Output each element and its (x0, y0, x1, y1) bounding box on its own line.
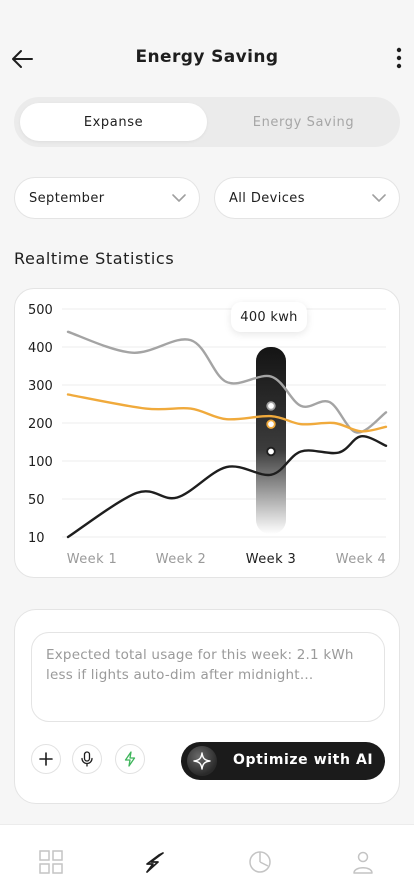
y-tick-label: 100 (28, 455, 53, 470)
y-tick-label: 50 (28, 493, 45, 508)
tab-energy-saving[interactable]: Energy Saving (252, 114, 355, 130)
x-tick-label: Week 2 (156, 552, 206, 567)
user-icon[interactable] (350, 849, 376, 875)
segment-control: Expanse Energy Saving (14, 97, 400, 147)
ai-suggestion-input[interactable]: Expected total usage for this week: 2.1 … (31, 632, 385, 722)
month-dropdown-value: September (29, 190, 105, 206)
line-chart: 10 50 100 200 300 400 500 Week 1 Week 2 Week 3 We… (28, 303, 388, 567)
y-tick-label: 500 (28, 303, 53, 318)
microphone-button[interactable] (72, 744, 102, 774)
series-marker-1 (266, 419, 276, 429)
series-line-2 (66, 435, 388, 539)
grid-icon[interactable] (38, 849, 64, 875)
ai-card: Expected total usage for this week: 2.1 … (14, 609, 400, 804)
optimize-with-ai-button[interactable]: Optimize with AI (181, 742, 385, 780)
x-tick-label: Week 1 (67, 552, 117, 567)
bolt-button[interactable] (115, 744, 145, 774)
chart-tooltip: 400 kwh (231, 302, 307, 332)
plus-icon (39, 752, 53, 766)
chevron-down-icon (172, 194, 186, 202)
energy-icon[interactable] (142, 849, 168, 875)
y-tick-label: 400 (28, 341, 53, 356)
arrow-left-icon[interactable] (10, 46, 36, 72)
series-line-1 (66, 393, 388, 433)
devices-dropdown-value: All Devices (229, 190, 305, 206)
tab-expanse[interactable]: Expanse (20, 103, 207, 141)
y-tick-label: 300 (28, 379, 53, 394)
series-line-0 (66, 330, 388, 434)
page-title: Energy Saving (135, 47, 279, 67)
chevron-down-icon (372, 194, 386, 202)
section-title: Realtime Statistics (14, 249, 175, 268)
series-marker-2 (266, 446, 276, 457)
add-button[interactable] (31, 744, 61, 774)
y-tick-label: 10 (28, 531, 45, 546)
header: Energy Saving (0, 0, 414, 110)
bolt-icon (124, 751, 136, 767)
optimize-label: Optimize with AI (233, 752, 374, 768)
pie-chart-icon[interactable] (247, 849, 273, 875)
more-vertical-icon[interactable] (392, 44, 406, 72)
devices-dropdown[interactable]: All Devices (214, 177, 400, 219)
y-tick-label: 200 (28, 417, 53, 432)
microphone-icon (81, 751, 93, 767)
x-tick-label: Week 3 (246, 552, 296, 567)
sparkle-icon (187, 746, 217, 776)
series-marker-0 (266, 401, 276, 411)
highlight-bar (256, 347, 286, 534)
month-dropdown[interactable]: September (14, 177, 200, 219)
x-tick-label: Week 4 (336, 552, 386, 567)
bottom-tab-bar (0, 824, 414, 896)
